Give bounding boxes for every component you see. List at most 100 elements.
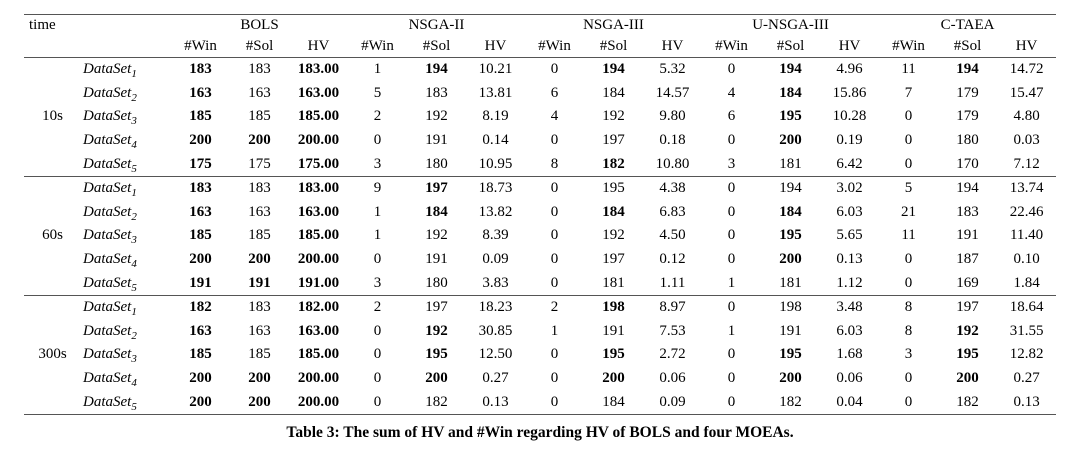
value-cell: 197 <box>602 132 625 149</box>
value-cell: 192 <box>602 227 625 244</box>
value-cell: 182 <box>407 390 466 415</box>
value-cell: 163.00 <box>297 203 340 220</box>
value-cell: 30.85 <box>478 322 513 339</box>
header-group-row: time BOLS NSGA-II NSGA-III U-NSGA-III C-TAEA <box>24 14 1057 37</box>
value-cell: 0 <box>525 175 584 201</box>
value-cell: 194 <box>602 61 625 78</box>
metric-header-win: #Win <box>361 38 394 54</box>
value-cell: 200 <box>779 251 802 268</box>
value-cell: 182 <box>171 294 230 320</box>
value-cell: 4.96 <box>836 61 863 78</box>
value-cell: 200 <box>248 251 271 268</box>
value-cell: 0 <box>904 108 913 125</box>
table-row: 60s DataSet3 185 185 185.00 1 192 8.39 0 192 4.50 0… <box>24 224 1056 248</box>
value-cell: 2 <box>373 108 382 125</box>
value-cell: 0.06 <box>659 370 686 387</box>
value-cell: 185 <box>189 108 212 125</box>
algorithm-header-c-taea: C-TAEA <box>940 17 995 33</box>
value-cell: 10.28 <box>832 108 867 125</box>
value-cell: 175.00 <box>297 155 340 172</box>
time-cell <box>24 129 81 153</box>
value-cell: 182.00 <box>289 294 348 320</box>
value-cell: 0.10 <box>1013 251 1040 268</box>
value-cell: 183.00 <box>297 61 340 78</box>
value-cell: 163 <box>248 322 271 339</box>
time-cell <box>24 248 81 272</box>
time-cell <box>24 82 81 106</box>
value-cell: 200 <box>189 132 212 149</box>
value-cell: 1 <box>550 322 559 339</box>
value-cell: 200 <box>230 390 289 415</box>
value-cell: 1 <box>373 61 382 78</box>
value-cell: 1.11 <box>659 274 686 291</box>
value-cell: 194 <box>938 175 998 201</box>
value-cell: 0.19 <box>836 132 863 149</box>
value-cell: 183 <box>248 61 271 78</box>
value-cell: 163 <box>189 322 212 339</box>
value-cell: 0.03 <box>1013 132 1040 149</box>
value-cell: 0 <box>702 390 762 415</box>
value-cell: 185.00 <box>297 346 340 363</box>
metric-header-sol: #Sol <box>422 38 451 54</box>
value-cell: 0.13 <box>836 251 863 268</box>
value-cell: 0 <box>550 132 559 149</box>
value-cell: 191 <box>425 132 448 149</box>
value-cell: 0 <box>727 251 736 268</box>
table-caption: Table 3: The sum of HV and #Win regardin… <box>286 423 794 441</box>
metric-header-win: #Win <box>538 38 571 54</box>
value-cell: 0 <box>550 274 559 291</box>
value-cell: 185.00 <box>297 227 340 244</box>
value-cell: 200 <box>425 370 448 387</box>
value-cell: 195 <box>425 346 448 363</box>
value-cell: 4.50 <box>659 227 686 244</box>
value-cell: 192 <box>425 322 448 339</box>
value-cell: 182 <box>602 155 625 172</box>
value-cell: 1 <box>373 203 382 220</box>
value-cell: 9.80 <box>659 108 686 125</box>
value-cell: 0 <box>373 322 382 339</box>
dataset-column-header <box>81 15 171 58</box>
value-cell: 195 <box>779 346 802 363</box>
value-cell: 0 <box>727 132 736 149</box>
value-cell: 191 <box>425 251 448 268</box>
value-cell: 1 <box>373 227 382 244</box>
value-cell: 8.39 <box>482 227 509 244</box>
value-cell: 0 <box>727 203 736 220</box>
value-cell: 192 <box>956 322 979 339</box>
value-cell: 200 <box>248 370 271 387</box>
value-cell: 0 <box>550 251 559 268</box>
value-cell: 9 <box>348 175 407 201</box>
table-row: DataSet2 163 163 163.00 1 184 13.82 0 184 6.83 0 18… <box>24 201 1056 225</box>
value-cell: 185 <box>248 227 271 244</box>
value-cell: 3 <box>373 274 382 291</box>
value-cell: 14.72 <box>1009 61 1044 78</box>
metric-header-win: #Win <box>892 38 925 54</box>
time-cell: 300s <box>38 346 67 363</box>
value-cell: 0 <box>904 132 913 149</box>
value-cell: 12.82 <box>1009 346 1044 363</box>
time-cell <box>24 175 81 201</box>
value-cell: 0.13 <box>997 390 1057 415</box>
value-cell: 200.00 <box>297 251 340 268</box>
value-cell: 179 <box>956 84 979 101</box>
value-cell: 182 <box>761 390 821 415</box>
metric-header-sol: #Sol <box>953 38 982 54</box>
value-cell: 2 <box>525 294 584 320</box>
value-cell: 0.27 <box>1013 370 1040 387</box>
value-cell: 163 <box>248 203 271 220</box>
time-cell <box>24 367 81 391</box>
value-cell: 191 <box>956 227 979 244</box>
table-row: DataSet4 200 200 200.00 0 191 0.09 0 197 0.12 0 200… <box>24 248 1056 272</box>
value-cell: 163.00 <box>297 322 340 339</box>
value-cell: 0.09 <box>643 390 703 415</box>
value-cell: 13.74 <box>997 175 1057 201</box>
value-cell: 7.12 <box>1013 155 1040 172</box>
value-cell: 6.42 <box>836 155 863 172</box>
value-cell: 0.09 <box>482 251 509 268</box>
value-cell: 0 <box>550 370 559 387</box>
results-table: time BOLS NSGA-II NSGA-III U-NSGA-III C-TAEA #… <box>24 14 1057 415</box>
value-cell: 10.80 <box>655 155 690 172</box>
value-cell: 184 <box>779 84 802 101</box>
value-cell: 200 <box>248 132 271 149</box>
